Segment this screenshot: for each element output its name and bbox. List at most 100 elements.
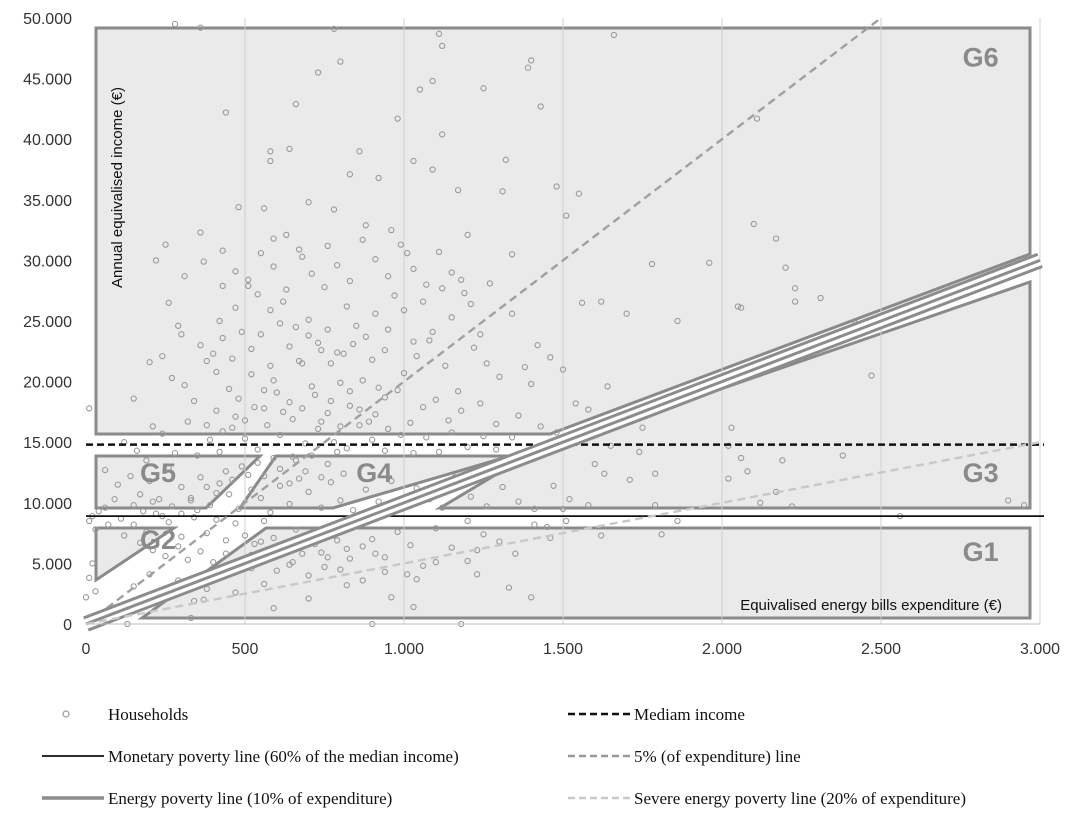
legend-item-monetary-poverty: Monetary poverty line (60% of the median… [42,747,459,766]
x-tick-label-2500: 2.500 [861,641,901,658]
household-point-384 [439,285,446,292]
region-g1 [137,526,1032,620]
household-point-2 [330,25,338,33]
household-point-134 [553,429,560,436]
household-point-32 [375,174,382,182]
household-point-387 [467,300,474,308]
household-point-39 [772,235,780,242]
household-point-429 [257,538,265,545]
legend-label-households: Households [108,705,188,724]
household-point-155 [194,452,201,459]
household-point-356 [356,406,363,413]
household-point-189 [187,494,195,502]
household-point-370 [305,316,312,323]
household-point-36 [235,203,242,211]
household-point-65 [734,303,742,310]
household-point-112 [260,405,268,412]
household-point-256 [343,545,350,553]
household-point-25 [286,145,293,153]
household-point-224 [674,517,681,525]
household-point-118 [337,379,344,386]
household-point-34 [499,188,506,195]
household-point-71 [197,342,204,349]
household-point-38 [750,220,757,228]
household-point-105 [181,382,188,389]
household-point-435 [321,563,328,571]
household-point-54 [598,298,605,305]
household-point-26 [553,183,560,190]
household-point-85 [384,326,392,333]
household-point-93 [496,373,503,380]
household-point-168 [356,422,363,429]
household-point-165 [314,425,322,433]
household-point-52 [508,251,516,258]
household-point-249 [260,517,268,525]
household-point-204 [337,497,344,504]
gridlines [244,18,1041,624]
household-point-318 [464,517,471,525]
household-point-215 [483,503,490,510]
household-point-355 [346,388,354,395]
household-point-156 [206,436,214,443]
household-point-363 [238,328,245,336]
household-point-400 [346,277,354,285]
household-point-388 [477,331,484,338]
household-point-193 [225,491,233,498]
household-point-83 [349,340,357,348]
household-point-188 [178,483,185,491]
household-point-117 [324,409,331,417]
household-point-308 [305,595,312,602]
group-label-g1: G1 [963,537,999,567]
y-tick-label-15000: 15.000 [23,435,72,452]
household-point-360 [210,350,217,357]
household-point-246 [232,520,239,527]
household-point-364 [248,345,255,353]
household-point-325 [229,476,236,483]
household-point-103 [159,352,166,360]
y-tick-label-40000: 40.000 [23,132,72,149]
household-point-241 [178,533,185,540]
household-point-414 [168,503,176,510]
household-point-260 [394,528,401,536]
household-point-202 [318,504,325,511]
household-point-4 [610,31,618,39]
household-point-407 [435,248,443,256]
household-point-57 [782,264,789,271]
household-point-351 [308,383,315,390]
legend-item-severe-energy-poverty: Severe energy poverty line (20% of expen… [568,789,966,808]
household-point-376 [362,333,369,340]
household-point-289 [273,567,280,574]
household-point-44 [162,241,169,248]
household-point-322 [203,483,210,491]
household-point-300 [505,584,513,591]
household-point-87 [413,352,420,360]
household-point-233 [86,517,93,525]
group-label-g2: G2 [140,525,176,555]
household-point-347 [270,377,277,384]
household-point-221 [585,502,592,509]
household-point-206 [362,486,369,493]
y-tick-label-30000: 30.000 [23,253,72,270]
household-point-432 [286,561,293,568]
reference-line-energy-poverty-line-10-of-expenditure [85,258,1041,626]
household-point-110 [235,395,242,402]
household-point-375 [353,322,360,329]
household-point-108 [213,368,220,376]
household-point-150 [143,457,150,464]
household-point-326 [238,463,245,470]
household-point-409 [461,289,468,297]
household-point-29 [305,199,312,206]
household-point-190 [197,474,204,481]
household-point-324 [222,468,230,475]
legend-item-households: Households [62,705,188,724]
household-point-124 [407,419,414,426]
x-tick-label-2000: 2.000 [702,641,742,658]
household-point-335 [308,452,315,459]
household-point-396 [295,246,303,253]
household-point-163 [289,453,296,460]
x-tick-label-1000: 1.000 [384,641,424,658]
household-point-53 [578,299,586,306]
household-point-416 [111,496,118,503]
household-point-102 [146,359,153,366]
household-point-133 [537,423,544,430]
